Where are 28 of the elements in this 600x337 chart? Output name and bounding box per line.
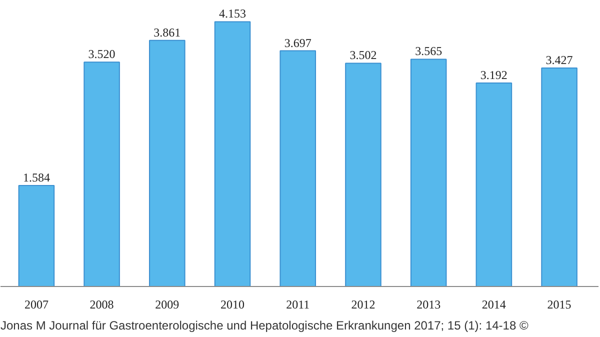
bar <box>18 185 55 286</box>
x-tick-label: 2015 <box>547 298 572 312</box>
bar <box>214 21 251 286</box>
x-tick-label: 2007 <box>24 298 48 312</box>
text: Jonas M Journal für Gastroenterologische und Hepatologische Erkrankungen 2017; 15 (1): 14-18 © <box>0 318 528 332</box>
data-label: 1.584 <box>22 170 50 185</box>
bar <box>280 50 316 286</box>
data-label: 3.861 <box>154 25 181 40</box>
data-label: 3.502 <box>350 48 377 62</box>
data-label: 3.697 <box>284 36 312 50</box>
x-tick-label: 2011 <box>286 298 310 312</box>
data-label: 4.153 <box>219 6 246 21</box>
bar <box>476 82 512 286</box>
data-label: 3.520 <box>88 47 116 62</box>
x-tick-label: 2012 <box>351 298 376 312</box>
x-tick-label: 2008 <box>90 298 114 312</box>
bar <box>149 40 186 286</box>
data-label: 3.192 <box>480 68 508 82</box>
bar <box>84 62 120 286</box>
data-label: 3.427 <box>546 53 573 67</box>
bar <box>345 62 382 286</box>
x-tick-label: 2010 <box>220 298 245 312</box>
data-label: 3.565 <box>415 44 442 58</box>
bar <box>541 68 578 286</box>
x-tick-label: 2009 <box>155 298 180 312</box>
bar <box>410 58 447 286</box>
x-tick-label: 2013 <box>416 298 441 312</box>
x-tick-label: 2014 <box>482 298 506 312</box>
